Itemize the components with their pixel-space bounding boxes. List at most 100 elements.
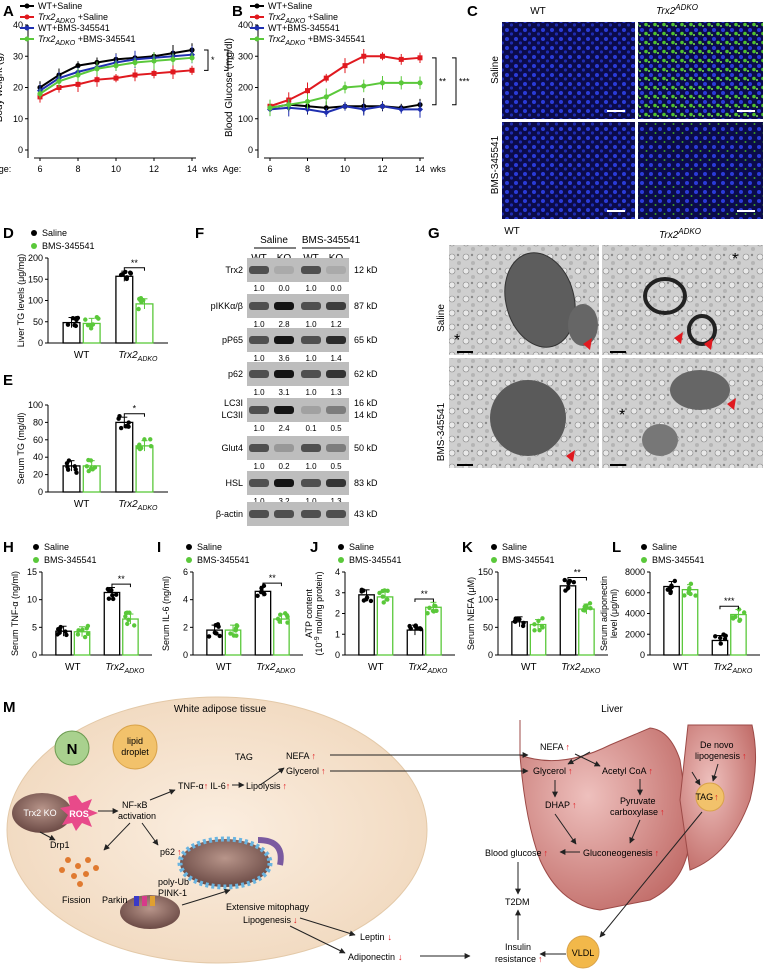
legend-marker (24, 3, 30, 9)
y-tick-label: 3 (335, 588, 340, 598)
data-point (582, 604, 587, 609)
data-point (138, 445, 144, 451)
panel-label-d: D (3, 225, 14, 242)
arrow (567, 751, 591, 765)
y-tick-label: 0 (640, 650, 645, 660)
chart-a-body-weight: 0 10 20 30 40 6 8 10 12 14 Age: wks Body weight (g) W… (0, 1, 235, 174)
y-axis-label: (10-9 mol/mg protein) (314, 571, 324, 655)
y-tick-label: 8000 (625, 567, 645, 577)
y-axis-label: Body weight (g) (0, 53, 5, 122)
legend-label: Saline (42, 228, 67, 238)
legend-marker (33, 557, 39, 563)
data-point (88, 458, 94, 463)
x-group-label: Trx2ADKO (118, 499, 158, 512)
blot-kd: 12 kD (354, 265, 378, 275)
x-group-label: Trx2ADKO (408, 662, 448, 675)
sig-bracket (567, 577, 587, 581)
legend-label: Saline (502, 542, 527, 552)
fission-label: Fission (62, 895, 91, 905)
blot-quant: 1.0 (253, 462, 265, 471)
data-point (382, 588, 387, 593)
data-point (359, 589, 364, 594)
blot-quant: 1.0 (253, 320, 265, 329)
arrow (299, 917, 356, 937)
data-point (304, 106, 311, 113)
data-point (94, 66, 100, 72)
x-axis-label: wks (429, 164, 446, 174)
blot-band (274, 370, 294, 378)
data-point (377, 590, 382, 596)
x-group-label: WT (521, 662, 537, 673)
chart-b-blood-glucose: 0 100 200 300 400 6 8 10 12 14 Age: wks Blood Glucos… (223, 1, 470, 174)
vldl-particle (566, 935, 600, 969)
tnf-label: TNF-α↑ IL-6↑ (178, 781, 230, 791)
data-point (255, 593, 260, 598)
data-point (361, 83, 367, 89)
bar (135, 445, 154, 493)
data-point (398, 80, 404, 86)
chart-h-tnf: 0 5 10 15 Serum TNF-α (ng/ml) WT Trx2ADKO ** Sal… (10, 542, 152, 675)
data-point (114, 592, 119, 597)
blot-kd: 87 kD (354, 301, 378, 311)
bar (578, 608, 595, 656)
blot-band (326, 406, 346, 414)
data-point (360, 106, 367, 113)
blot-band (301, 479, 321, 487)
blot-quant: 1.0 (305, 462, 317, 471)
c-img-ko-bms (638, 122, 763, 219)
y-tick-label: 6000 (625, 588, 645, 598)
y-tick-label: 100 (478, 595, 493, 605)
blot-label: p62 (228, 369, 243, 379)
data-point (75, 72, 81, 78)
sig-bracket (204, 49, 209, 71)
denovo-label: De novo (700, 740, 734, 750)
data-point (672, 578, 678, 584)
data-point (669, 584, 674, 590)
blot-band (326, 266, 346, 274)
blot-band (274, 444, 294, 452)
data-point (85, 631, 91, 637)
blot-label: Glut4 (221, 443, 243, 453)
g-row-saline: Saline (436, 304, 447, 332)
data-point (305, 88, 310, 94)
data-point (65, 464, 70, 470)
arrow (599, 811, 703, 938)
data-point (170, 56, 176, 62)
data-point (86, 468, 91, 474)
x-group-label: Trx2ADKO (256, 662, 296, 675)
data-point (151, 70, 157, 76)
data-point (730, 615, 735, 620)
data-point (139, 299, 144, 305)
blot-quant: 1.0 (253, 284, 265, 293)
lipogenesis-label: Lipogenesis ↓ (243, 915, 298, 925)
polyub-label: poly-Ub (158, 877, 189, 887)
legend-label: WT+BMS-345541 (38, 23, 110, 33)
data-point (540, 616, 545, 621)
data-point (718, 635, 723, 641)
blot-kd: 43 kD (354, 509, 378, 519)
arrowhead-marker (566, 450, 575, 462)
y-tick-label: 2000 (625, 629, 645, 639)
chart-j-atp: 0 1 2 3 4 ATP content(10-9 mol/mg protein) WT T… (304, 542, 455, 675)
data-point (75, 63, 81, 69)
blot-quant: 0.0 (330, 284, 342, 293)
blot-quant: 1.3 (330, 388, 342, 397)
y-tick-label: 40 (33, 452, 43, 462)
blot-band (326, 370, 346, 378)
y-axis-label: level (μg/ml) (609, 589, 619, 638)
blot-quant: 1.0 (253, 388, 265, 397)
lumen-star: * (619, 407, 625, 424)
panel-m-schematic: White adipose tissue N lipid droplet Trx… (6, 696, 757, 969)
blot-band (249, 336, 269, 344)
data-point (379, 80, 386, 86)
blot-quant: 1.3 (330, 497, 342, 506)
data-point (90, 467, 95, 472)
legend-label: BMS-345541 (652, 555, 705, 565)
data-point (517, 617, 522, 622)
blot-band (274, 406, 294, 414)
arrow (289, 925, 346, 954)
sig-bracket (452, 57, 457, 106)
data-point (126, 420, 131, 425)
data-point (228, 631, 233, 636)
